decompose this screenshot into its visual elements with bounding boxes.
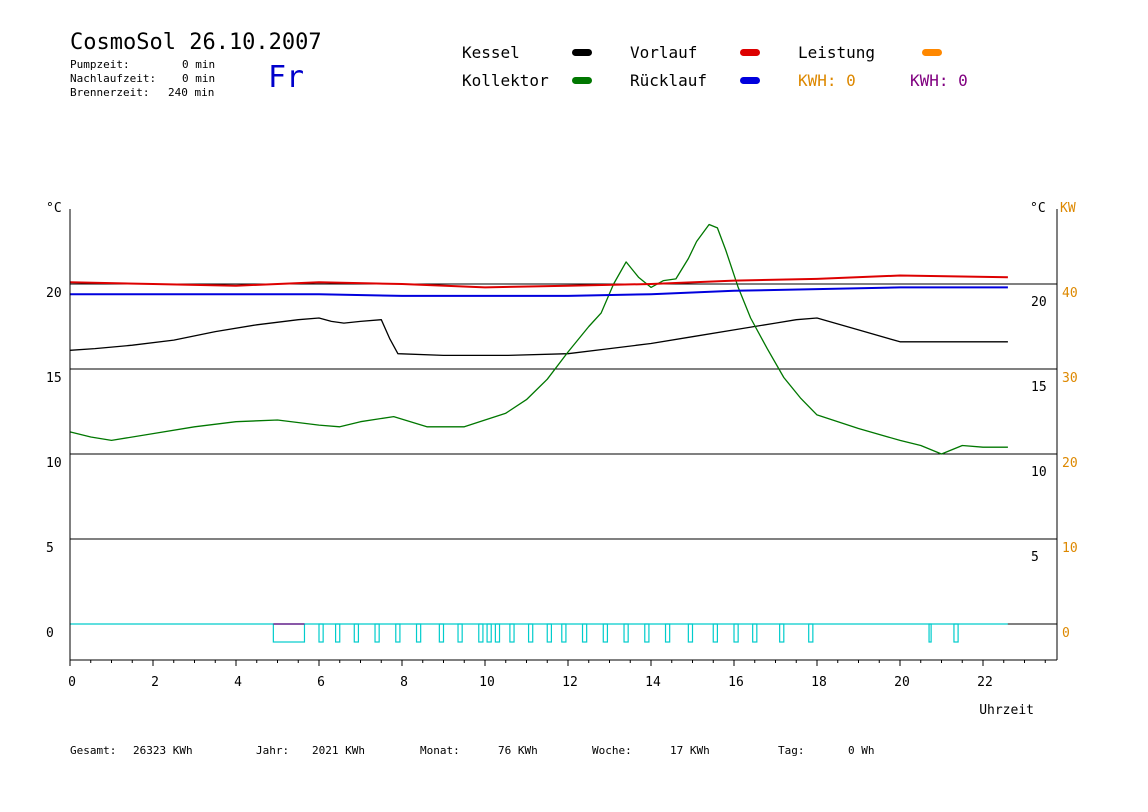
legend-kollektor-swatch [572, 77, 592, 84]
footer-gesamt-label: Gesamt: [70, 744, 117, 757]
stat-nachlaufzeit-label: Nachlaufzeit: [70, 72, 157, 85]
pump-pulse [415, 623, 422, 643]
y-right-tick-label: 20 [1031, 295, 1047, 310]
x-tick-label: 20 [894, 675, 910, 690]
legend-leistung-label: Leistung [798, 43, 876, 62]
pump-pulse [335, 623, 341, 643]
y-right-tick-label: 10 [1031, 465, 1047, 480]
pump-pulse [546, 623, 553, 643]
stat-pumpzeit-value: 0 min [182, 58, 216, 71]
pump-pulse [438, 623, 445, 643]
legend-kwh-purple: KWH: 0 [910, 71, 968, 90]
footer-jahr-label: Jahr: [256, 744, 290, 757]
pump-pulse [928, 623, 932, 643]
pump-pulse [395, 623, 401, 643]
y-power-unit-label: KW [1060, 201, 1076, 216]
x-tick-label: 4 [234, 675, 242, 690]
pump-pulse [486, 623, 492, 643]
x-tick-label: 6 [317, 675, 325, 690]
legend-vorlauf-swatch [740, 49, 760, 56]
footer-woche-label: Woche: [592, 744, 632, 757]
legend-kollektor-label: Kollektor [462, 71, 549, 90]
pump-pulse [527, 623, 534, 643]
weekday-label: Fr [268, 60, 305, 95]
pump-pulse [494, 623, 501, 643]
footer-tag-value: 0 Wh [848, 744, 875, 757]
pump-pulse [561, 623, 567, 643]
legend-leistung-swatch [922, 49, 942, 56]
pump-pulse [733, 623, 739, 643]
pump-pulse [318, 623, 324, 643]
series-line-kollektor [69, 223, 1008, 455]
x-tick-label: 8 [400, 675, 408, 690]
footer-monat-value: 76 KWh [498, 744, 538, 757]
x-tick-label: 10 [479, 675, 495, 690]
footer-jahr-value: 2021 KWh [312, 744, 365, 757]
pump-pulse [664, 623, 671, 643]
pump-pulse [478, 623, 484, 643]
y-power-tick-label: 40 [1062, 286, 1078, 301]
y-right-unit-label: °C [1030, 201, 1046, 216]
x-tick-label: 18 [811, 675, 827, 690]
y-power-tick-label: 0 [1062, 626, 1070, 641]
stat-nachlaufzeit-value: 0 min [182, 72, 216, 85]
y-power-tick-label: 10 [1062, 541, 1078, 556]
pump-pulse [644, 623, 650, 643]
pump-pulse [581, 623, 588, 643]
y-left-tick-label: 5 [46, 541, 54, 556]
x-tick-label: 14 [645, 675, 661, 690]
legend-kessel-swatch [572, 49, 592, 56]
x-tick-label: 12 [562, 675, 578, 690]
pump-pulse [953, 623, 959, 643]
pump-pulse [353, 623, 360, 643]
x-tick-label: 0 [68, 675, 76, 690]
y-left-tick-label: 0 [46, 626, 54, 641]
stat-brennerzeit-label: Brennerzeit: [70, 86, 150, 99]
footer-monat-label: Monat: [420, 744, 460, 757]
legend-vorlauf-label: Vorlauf [630, 43, 698, 62]
footer-tag-label: Tag: [778, 744, 805, 757]
pump-pulse [457, 623, 463, 643]
legend-kwh-orange: KWH: 0 [798, 71, 856, 90]
pump-pulse [602, 623, 609, 643]
x-tick-label: 2 [151, 675, 159, 690]
y-left-tick-label: 20 [46, 286, 62, 301]
legend-ruecklauf-label: Rücklauf [630, 71, 708, 90]
stat-pumpzeit-label: Pumpzeit: [70, 58, 130, 71]
pump-pulse [687, 623, 694, 643]
x-axis-label: Uhrzeit [979, 703, 1034, 718]
y-left-tick-label: 10 [46, 456, 62, 471]
pump-pulse [808, 623, 814, 643]
pump-pulse [779, 623, 785, 643]
series-line-vorlauf [69, 274, 1008, 289]
y-right-tick-label: 15 [1031, 380, 1047, 395]
pump-pulse [752, 623, 758, 643]
x-tick-label: 16 [728, 675, 744, 690]
pump-pulse [272, 623, 306, 643]
legend-kessel-label: Kessel [462, 43, 520, 62]
chart-title: CosmoSol 26.10.2007 [70, 30, 322, 55]
pump-pulse [509, 623, 515, 643]
pump-pulse [623, 623, 629, 643]
series-line-kessel [69, 317, 1008, 357]
y-left-tick-label: 15 [46, 371, 62, 386]
legend-ruecklauf-swatch [740, 77, 760, 84]
stat-brennerzeit-value: 240 min [168, 86, 215, 99]
y-left-unit-label: °C [46, 201, 62, 216]
series-line-ruecklauf [70, 286, 1008, 297]
x-tick-label: 22 [977, 675, 993, 690]
y-power-tick-label: 20 [1062, 456, 1078, 471]
y-right-tick-label: 5 [1031, 550, 1039, 565]
footer-woche-value: 17 KWh [670, 744, 710, 757]
pump-pulse [374, 623, 380, 643]
pump-pulse [712, 623, 719, 643]
y-power-tick-label: 30 [1062, 371, 1078, 386]
footer-gesamt-value: 26323 KWh [133, 744, 193, 757]
